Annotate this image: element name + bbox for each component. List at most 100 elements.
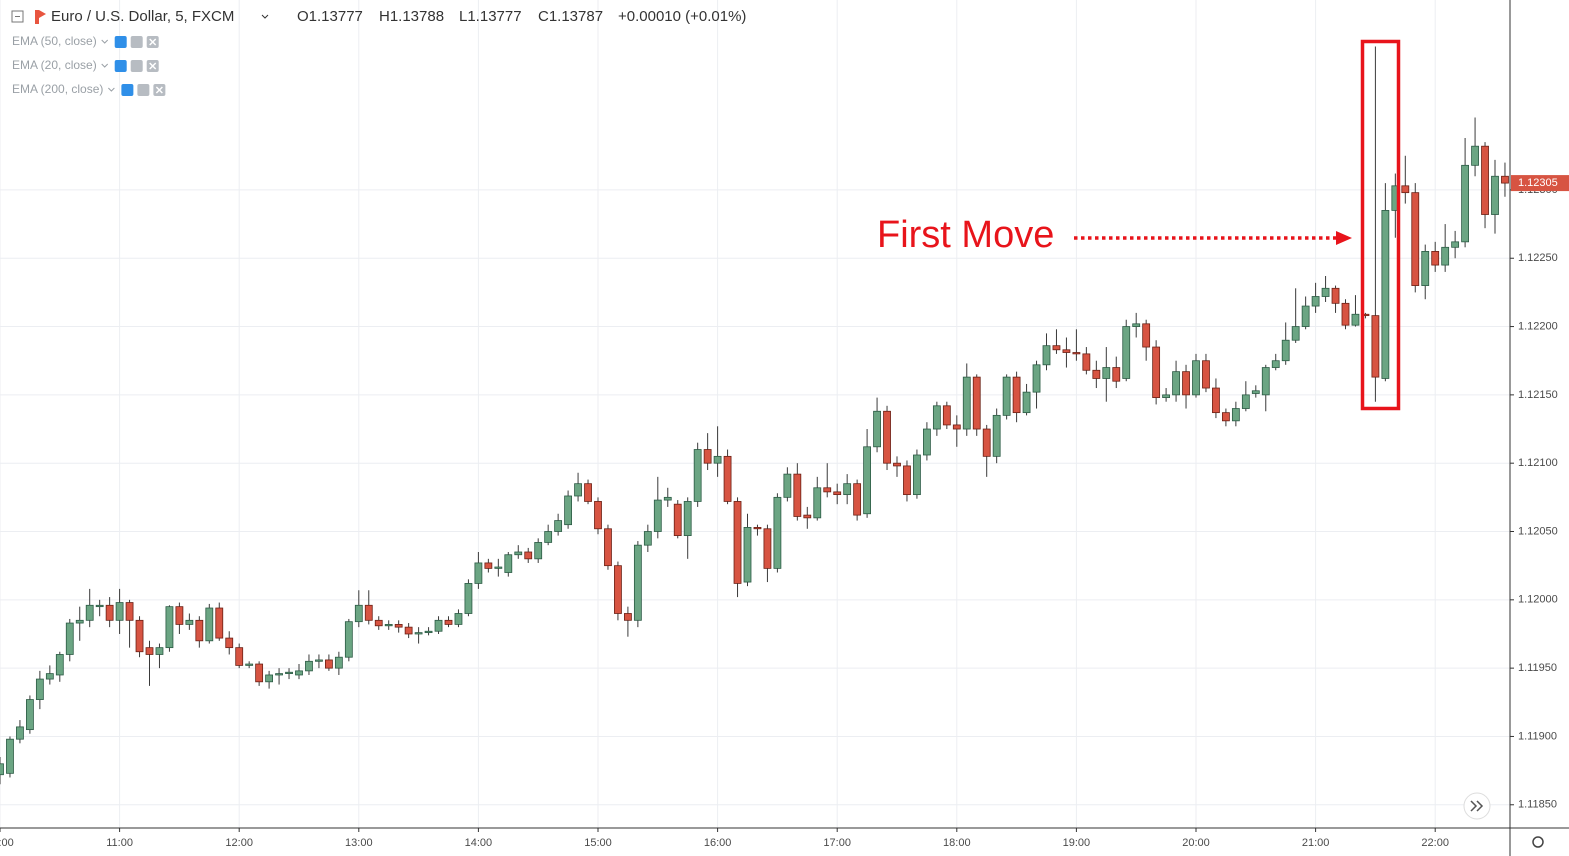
- candle-body: [903, 465, 911, 496]
- candle-body: [265, 674, 274, 683]
- candle-body: [803, 514, 812, 519]
- candle-body: [504, 554, 513, 573]
- candle-body: [1381, 210, 1390, 379]
- annotation-text: First Move: [877, 214, 1054, 256]
- candle-body: [255, 663, 264, 683]
- candle-body: [1222, 412, 1230, 422]
- annotation-arrowhead: [1336, 231, 1352, 245]
- settings-button[interactable]: [130, 60, 143, 72]
- candle-body: [1491, 175, 1499, 215]
- candle-body: [893, 462, 901, 467]
- highlight-box: [1360, 39, 1401, 411]
- candle-body: [1212, 387, 1220, 414]
- collapse-button[interactable]: [11, 10, 24, 23]
- y-tick-label: 1.12100: [1518, 457, 1558, 469]
- grid: [0, 0, 1510, 828]
- visibility-button[interactable]: [114, 36, 127, 48]
- candle-body: [1241, 394, 1250, 409]
- symbol[interactable]: Euro / U.S. Dollar, 5, FXCM: [51, 8, 234, 25]
- candle-body: [763, 528, 772, 569]
- indicator-dropdown[interactable]: [101, 63, 109, 68]
- indicator-dropdown[interactable]: [108, 87, 115, 92]
- candle-body: [315, 659, 323, 662]
- indicator-name[interactable]: EMA (50, close): [12, 34, 97, 48]
- x-tick-label: 12:00: [225, 837, 253, 849]
- candle-body: [175, 606, 184, 625]
- candle-body: [1401, 185, 1410, 194]
- candle-body: [1172, 371, 1180, 396]
- candle-body: [1002, 376, 1011, 416]
- candle-body: [863, 446, 871, 515]
- candle-body: [444, 619, 453, 625]
- candle-body: [155, 647, 164, 655]
- settings-button[interactable]: [137, 84, 150, 96]
- candle-body: [992, 414, 1001, 457]
- candle-body: [1291, 326, 1300, 341]
- ohlc-open: O1.13777: [297, 8, 363, 25]
- candle-body: [55, 654, 64, 676]
- visibility-button[interactable]: [121, 84, 134, 96]
- candle-body: [972, 376, 981, 430]
- candle-body: [1451, 241, 1460, 248]
- candle-body: [1501, 175, 1509, 184]
- candle-body: [693, 449, 702, 502]
- last-price-tag: [1511, 175, 1569, 192]
- candle-body: [604, 528, 612, 567]
- settings-button[interactable]: [130, 36, 143, 48]
- candle-body: [1162, 394, 1170, 399]
- candle-body: [85, 604, 94, 621]
- candle-body: [1421, 251, 1430, 286]
- candle-body: [364, 604, 373, 621]
- indicator-name[interactable]: EMA (200, close): [12, 82, 103, 96]
- candle-body: [165, 606, 174, 649]
- candle-body: [454, 613, 463, 625]
- candle-body: [1082, 353, 1091, 371]
- candle-body: [713, 455, 722, 464]
- candle-body: [1152, 346, 1161, 399]
- x-tick-label: 10:00: [0, 837, 14, 849]
- candle-body: [554, 520, 563, 532]
- remove-icon: [155, 86, 163, 94]
- candle-body: [205, 607, 214, 642]
- remove-icon: [149, 62, 157, 70]
- candle-body: [594, 501, 602, 530]
- candle-body: [524, 551, 533, 560]
- y-tick-label: 1.12000: [1518, 594, 1558, 606]
- candle-body: [1471, 145, 1479, 166]
- indicator-dropdown[interactable]: [101, 39, 109, 44]
- candle-body: [484, 562, 493, 569]
- settings-button[interactable]: [1532, 836, 1544, 848]
- x-tick-label: 20:00: [1182, 837, 1210, 849]
- candle-body: [95, 604, 104, 608]
- candle-body: [1032, 364, 1041, 393]
- candle-body: [1112, 367, 1121, 382]
- candle-body: [1481, 145, 1489, 215]
- y-tick-label: 1.11950: [1518, 662, 1557, 674]
- y-tick-label: 1.12150: [1518, 389, 1558, 401]
- candle-body: [1371, 315, 1380, 378]
- candle-body: [1022, 391, 1031, 414]
- candle-body: [1072, 352, 1081, 355]
- candle-body: [932, 405, 941, 430]
- candle-body: [663, 496, 672, 501]
- visibility-button[interactable]: [114, 60, 127, 72]
- candle-body: [823, 487, 832, 493]
- candle-body: [295, 670, 303, 676]
- candle-body: [1122, 326, 1131, 379]
- candle-body: [434, 619, 443, 632]
- candle-body: [75, 619, 84, 624]
- ohlc-low: L1.13777: [459, 8, 522, 25]
- candle-body: [1281, 339, 1290, 362]
- candle-body: [285, 671, 293, 675]
- candle-body: [643, 531, 652, 546]
- candle-body: [35, 678, 44, 700]
- x-tick-label: 15:00: [584, 837, 612, 849]
- indicator-name[interactable]: EMA (20, close): [12, 58, 97, 72]
- candle-body: [1142, 323, 1151, 348]
- y-tick-label: 1.11850: [1518, 799, 1557, 811]
- x-tick-label: 22:00: [1421, 837, 1449, 849]
- symbol-dropdown[interactable]: [261, 14, 269, 19]
- candle-body: [1461, 164, 1469, 243]
- y-tick-label: 1.12050: [1518, 525, 1558, 537]
